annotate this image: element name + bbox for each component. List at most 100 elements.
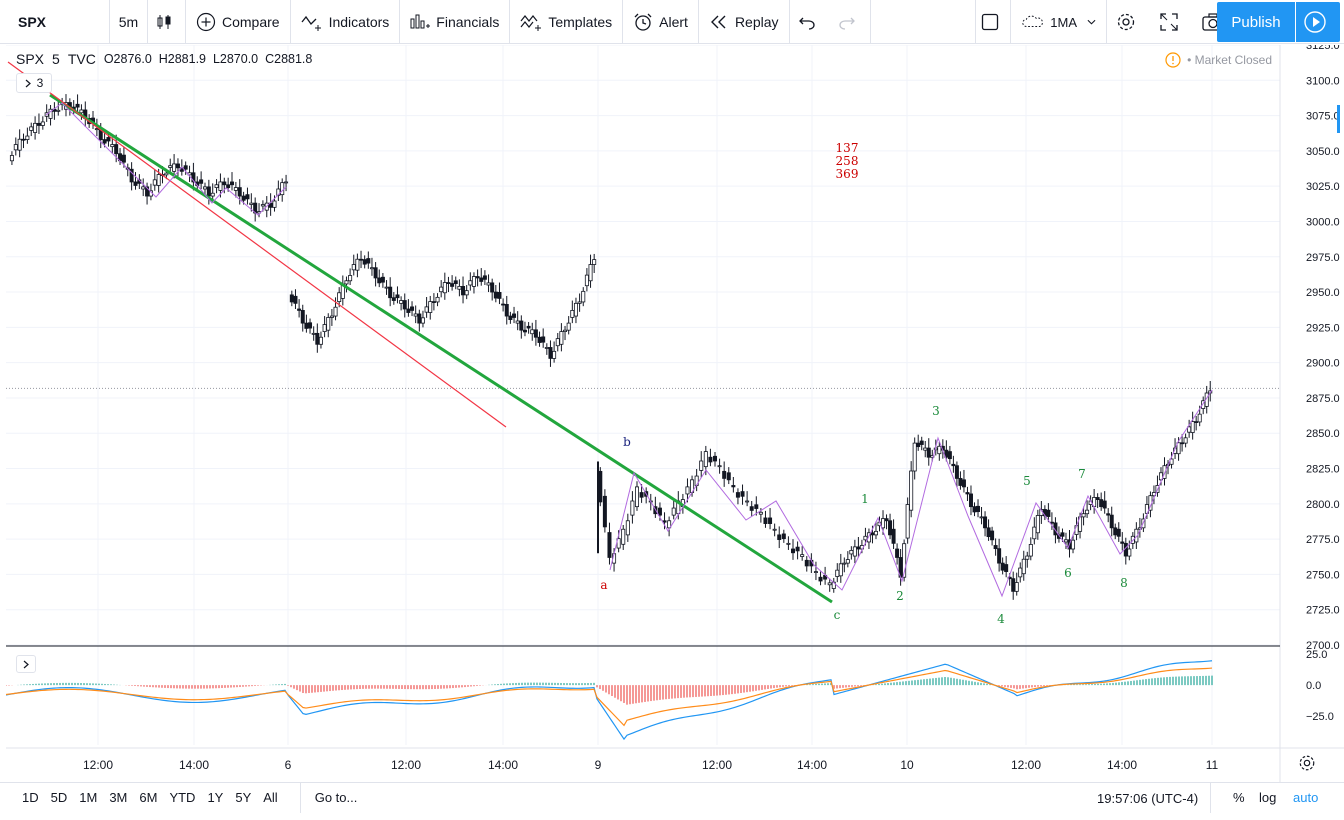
percent-scale-toggle[interactable]: %: [1233, 790, 1245, 805]
candles: [9, 94, 1213, 600]
candle-down: [402, 300, 407, 310]
candle-down: [268, 202, 273, 208]
candle-down: [226, 184, 231, 188]
candle-up: [1032, 526, 1037, 540]
candle-up: [9, 155, 14, 162]
candle-up: [56, 109, 61, 112]
legend-symbol[interactable]: SPX: [16, 51, 45, 67]
candle-down: [639, 492, 644, 498]
layout-label: 1MA: [1050, 14, 1078, 30]
range-3m[interactable]: 3M: [109, 790, 128, 805]
candle-down: [740, 491, 745, 497]
candle-up: [280, 182, 285, 196]
candle-up: [25, 135, 30, 140]
settings-button[interactable]: [1107, 0, 1151, 44]
templates-button[interactable]: Templates: [510, 0, 624, 44]
axis-settings-gear-icon[interactable]: [1298, 754, 1316, 772]
expand-button[interactable]: [1151, 0, 1193, 44]
chevron-down-icon: [1087, 19, 1096, 25]
compare-button[interactable]: Compare: [186, 0, 291, 44]
auto-scale-toggle[interactable]: auto: [1293, 790, 1319, 805]
candle-up: [1018, 567, 1023, 578]
candle-up: [772, 528, 777, 531]
candle-down: [795, 546, 800, 552]
candle-up: [838, 563, 843, 577]
chart-type-button[interactable]: [148, 0, 186, 44]
chart-canvas[interactable]: 3125.03100.03075.03050.03025.03000.02975…: [6, 45, 1344, 782]
candle-down: [884, 518, 889, 522]
candle-down: [230, 181, 235, 186]
candle-down: [512, 313, 517, 318]
candle-down: [21, 138, 26, 141]
candle-down: [289, 294, 294, 303]
legend-interval: 5: [52, 51, 60, 67]
range-1d[interactable]: 1D: [22, 790, 39, 805]
candle-up: [813, 571, 818, 573]
range-all[interactable]: All: [263, 790, 278, 805]
fullscreen-toggle-button[interactable]: [975, 0, 1011, 44]
candle-down: [199, 179, 204, 184]
candle-down: [391, 297, 396, 301]
time-tick-label: 12:00: [83, 758, 113, 772]
wave-label-8: 8: [1120, 576, 1128, 590]
candle-down: [993, 545, 998, 550]
price-tick-label: 2925.0: [1306, 322, 1340, 334]
candle-up: [1197, 413, 1202, 423]
candle-down: [129, 168, 134, 183]
financials-button[interactable]: Financials: [400, 0, 511, 44]
candle-up: [348, 275, 353, 282]
candle-down: [191, 172, 196, 183]
range-6m[interactable]: 6M: [139, 790, 158, 805]
candle-up: [333, 306, 338, 317]
high-value: 2881.9: [167, 52, 206, 66]
macd-pane-expand-button[interactable]: [16, 655, 36, 673]
undo-button[interactable]: [790, 0, 830, 44]
candle-up: [329, 315, 334, 318]
layout-selector[interactable]: 1MA: [1011, 0, 1107, 44]
goto-button[interactable]: Go to...: [299, 782, 357, 813]
time-tick-label: 14:00: [1107, 758, 1137, 772]
chart-pane[interactable]: 3125.0 3100.0 3075.0 3050.0 3025.0 3000.0 2975…: [6, 45, 1344, 782]
log-scale-toggle[interactable]: log: [1259, 790, 1277, 805]
candles-icon: [157, 14, 170, 29]
indicators-expand-button[interactable]: 3: [16, 73, 52, 93]
range-1y[interactable]: 1Y: [207, 790, 224, 805]
candle-up: [849, 550, 854, 555]
candle-down: [919, 440, 924, 445]
candle-up: [559, 331, 564, 345]
toolbar-right-group: 1MA: [975, 0, 1239, 44]
interval-selector[interactable]: 5m: [110, 0, 148, 44]
publish-button[interactable]: Publish: [1217, 2, 1295, 42]
timezone-clock[interactable]: 19:57:06 (UTC-4): [1097, 783, 1212, 813]
candle-up: [439, 286, 444, 293]
price-tick-label: 3050.0: [1306, 146, 1340, 158]
candle-down: [1180, 442, 1185, 445]
candle-down: [450, 283, 455, 287]
candle-up: [685, 486, 690, 495]
range-5y[interactable]: 5Y: [235, 790, 252, 805]
candle-up: [369, 267, 374, 270]
candle-up: [218, 181, 223, 191]
replay-button[interactable]: Replay: [699, 0, 790, 44]
indicators-button[interactable]: Indicators: [291, 0, 401, 44]
alert-button[interactable]: Alert: [623, 0, 699, 44]
range-ytd[interactable]: YTD: [169, 790, 196, 805]
range-1m[interactable]: 1M: [79, 790, 98, 805]
candle-down: [490, 282, 495, 293]
candle-down: [548, 347, 553, 359]
macd-tick-label: −25.0: [1306, 711, 1334, 723]
low-value: 2870.0: [219, 52, 259, 66]
candle-up: [249, 202, 254, 205]
play-button[interactable]: [1296, 2, 1340, 42]
macd-histogram: [6, 675, 1213, 705]
candle-up: [13, 144, 18, 151]
plus-circle-icon: [196, 12, 216, 31]
candle-down: [763, 517, 768, 524]
symbol-search[interactable]: SPX: [0, 0, 110, 44]
candle-up: [1071, 539, 1076, 550]
candle-down: [961, 479, 966, 488]
range-5d[interactable]: 5D: [50, 790, 68, 805]
redo-button[interactable]: [830, 0, 871, 44]
time-tick-label: 14:00: [797, 758, 827, 772]
candle-down: [461, 286, 466, 296]
